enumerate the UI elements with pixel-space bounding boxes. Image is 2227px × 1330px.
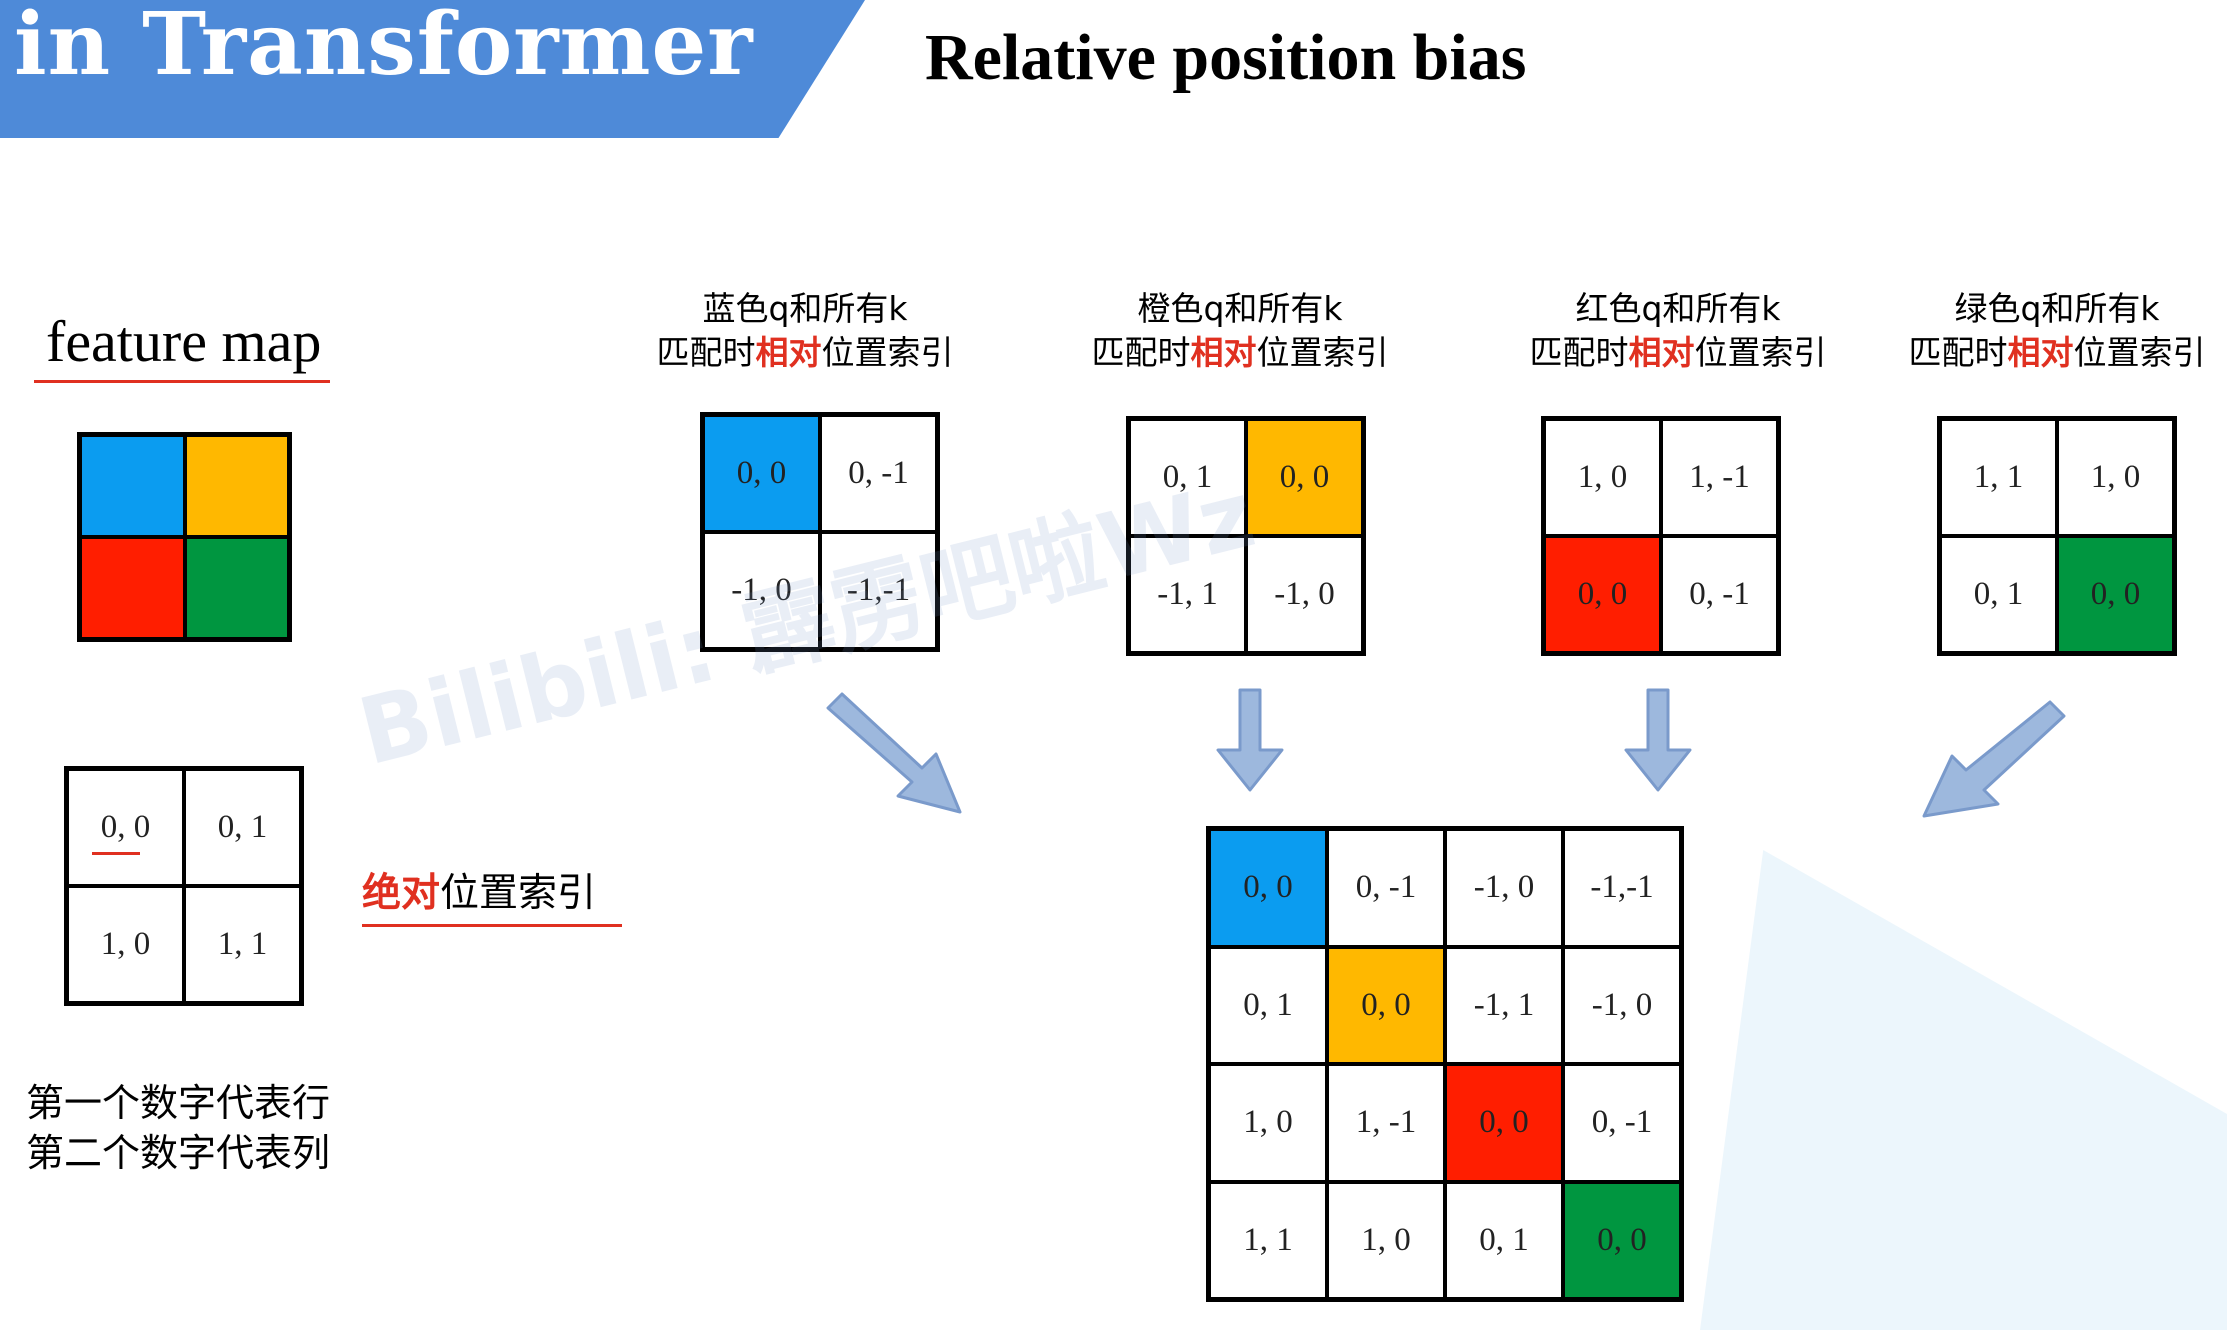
matrix-cell: 1, -1 <box>1327 1064 1445 1182</box>
caption-line1: 橙色q和所有k <box>1137 289 1343 328</box>
absolute-index-cell: 0, 0 <box>67 769 184 886</box>
matrix-cell: 0, 0 <box>1445 1064 1563 1182</box>
banner-title: in Transformer <box>14 0 754 95</box>
index-note: 第一个数字代表行 第二个数字代表列 <box>26 1078 330 1178</box>
caption-line2: 匹配时相对位置索引 <box>1530 331 1827 375</box>
absolute-index-cell: 1, 1 <box>184 886 301 1003</box>
caption-pre: 匹配时 <box>1529 333 1629 372</box>
note-line-rows: 第一个数字代表行 <box>26 1081 331 1125</box>
caption-line2: 匹配时相对位置索引 <box>657 331 954 375</box>
matrix-cell: 0, 0 <box>1563 1181 1681 1299</box>
absolute-label-rest: 位置索引 <box>440 871 597 916</box>
caption-highlight: 相对 <box>755 333 822 372</box>
matrix-cell: 0, 0 <box>1327 946 1445 1064</box>
relative-index-matrix: 0, 0 0, -1 -1, 0 -1,-1 0, 1 0, 0 -1, 1 -… <box>1206 826 1684 1302</box>
arrow-down-icon <box>1216 688 1284 792</box>
absolute-index-label: 绝对位置索引 <box>362 862 596 918</box>
cell-pen-mark <box>92 852 140 855</box>
matrix-cell: 0, 1 <box>1445 1181 1563 1299</box>
caption-line2: 匹配时相对位置索引 <box>1092 331 1389 375</box>
caption-highlight: 相对 <box>1190 333 1257 372</box>
relative-cell: 1, -1 <box>1661 419 1778 536</box>
page-title: Relative position bias <box>925 21 1527 94</box>
matrix-cell: 0, 0 <box>1209 829 1327 947</box>
caption-post: 位置索引 <box>1256 333 1389 372</box>
relative-cell: 1, 0 <box>1544 419 1661 536</box>
feature-map-cell <box>184 435 289 537</box>
relative-cell: 0, 0 <box>2057 536 2174 653</box>
caption-highlight: 相对 <box>1628 333 1695 372</box>
caption-line1: 红色q和所有k <box>1575 289 1781 328</box>
absolute-index-cell: 0, 1 <box>184 769 301 886</box>
caption-line2: 匹配时相对位置索引 <box>1909 331 2206 375</box>
relative-cell: 1, 0 <box>2057 419 2174 536</box>
matrix-cell: 0, -1 <box>1563 1064 1681 1182</box>
relative-cell: 0, 0 <box>703 415 820 532</box>
matrix-cell: -1,-1 <box>1563 829 1681 947</box>
relative-grid-red: 1, 0 1, -1 0, 0 0, -1 <box>1541 416 1781 656</box>
absolute-index-grid: 0, 0 0, 1 1, 0 1, 1 <box>64 766 304 1006</box>
matrix-cell: 1, 0 <box>1209 1064 1327 1182</box>
arrow-down-icon <box>1624 688 1692 792</box>
matrix-cell: 1, 0 <box>1327 1181 1445 1299</box>
relative-cell: -1, 0 <box>703 532 820 649</box>
matrix-cell: -1, 0 <box>1563 946 1681 1064</box>
caption-line1: 绿色q和所有k <box>1954 289 2160 328</box>
caption-post: 位置索引 <box>2073 333 2206 372</box>
matrix-cell: 1, 1 <box>1209 1181 1327 1299</box>
caption-pre: 匹配时 <box>656 333 756 372</box>
feature-map-grid <box>77 432 292 642</box>
caption-post: 位置索引 <box>821 333 954 372</box>
absolute-label-underline <box>362 924 622 927</box>
caption-red: 红色q和所有k 匹配时相对位置索引 <box>1530 287 1827 375</box>
absolute-highlight: 绝对 <box>362 871 441 916</box>
matrix-cell: 0, 1 <box>1209 946 1327 1064</box>
caption-orange: 橙色q和所有k 匹配时相对位置索引 <box>1092 287 1389 375</box>
caption-pre: 匹配时 <box>1908 333 2008 372</box>
relative-cell: 1, 1 <box>1940 419 2057 536</box>
caption-highlight: 相对 <box>2007 333 2074 372</box>
header-banner <box>0 0 865 138</box>
feature-map-cell <box>80 435 185 537</box>
relative-cell: 0, -1 <box>1661 536 1778 653</box>
relative-grid-green: 1, 1 1, 0 0, 1 0, 0 <box>1937 416 2177 656</box>
caption-green: 绿色q和所有k 匹配时相对位置索引 <box>1909 287 2206 375</box>
relative-cell: 0, 1 <box>1940 536 2057 653</box>
note-line-cols: 第二个数字代表列 <box>26 1131 331 1175</box>
feature-map-cell <box>80 537 185 639</box>
matrix-cell: -1, 1 <box>1445 946 1563 1064</box>
matrix-cell: -1, 0 <box>1445 829 1563 947</box>
relative-cell: -1, 0 <box>1246 536 1363 653</box>
relative-grid-blue: 0, 0 0, -1 -1, 0 -1,-1 <box>700 412 940 652</box>
feature-map-underline <box>34 380 330 383</box>
relative-cell: 0, 1 <box>1129 419 1246 536</box>
relative-grid-orange: 0, 1 0, 0 -1, 1 -1, 0 <box>1126 416 1366 656</box>
matrix-cell: 0, -1 <box>1327 829 1445 947</box>
caption-post: 位置索引 <box>1694 333 1827 372</box>
caption-blue: 蓝色q和所有k 匹配时相对位置索引 <box>657 287 954 375</box>
caption-line1: 蓝色q和所有k <box>702 289 908 328</box>
absolute-index-cell: 1, 0 <box>67 886 184 1003</box>
arrow-down-left-icon <box>1922 700 2066 818</box>
relative-cell: 0, 0 <box>1544 536 1661 653</box>
arrow-down-right-icon <box>826 692 962 814</box>
feature-map-label: feature map <box>46 309 322 374</box>
relative-cell: -1,-1 <box>820 532 937 649</box>
relative-cell: -1, 1 <box>1129 536 1246 653</box>
feature-map-cell <box>184 537 289 639</box>
relative-cell: 0, 0 <box>1246 419 1363 536</box>
caption-pre: 匹配时 <box>1091 333 1191 372</box>
relative-cell: 0, -1 <box>820 415 937 532</box>
